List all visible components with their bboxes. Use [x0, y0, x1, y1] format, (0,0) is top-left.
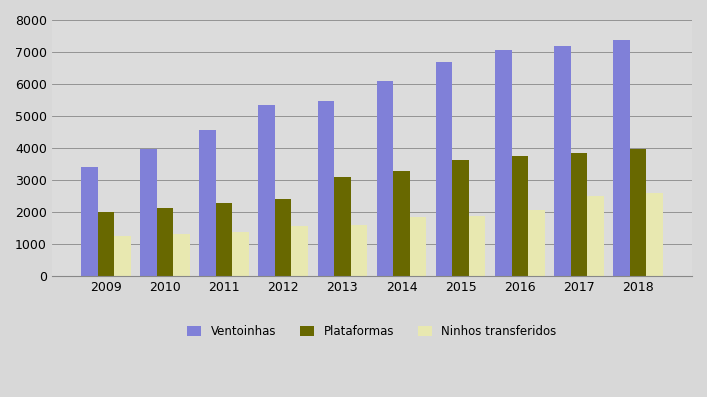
Bar	[275, 198, 291, 276]
Bar	[334, 177, 351, 276]
Legend: Ventoinhas, Plataformas, Ninhos transferidos: Ventoinhas, Plataformas, Ninhos transfer…	[182, 320, 561, 343]
Bar	[317, 101, 334, 276]
Bar	[588, 196, 604, 276]
Bar	[495, 50, 511, 276]
Bar	[393, 172, 410, 276]
Bar	[199, 131, 216, 276]
Bar	[173, 234, 189, 276]
Bar	[452, 160, 469, 276]
Bar	[469, 216, 486, 276]
Bar	[233, 232, 249, 276]
Bar	[613, 40, 630, 276]
Bar	[114, 236, 131, 276]
Bar	[511, 156, 528, 276]
Bar	[351, 225, 367, 276]
Bar	[216, 203, 233, 276]
Bar	[571, 153, 588, 276]
Bar	[81, 167, 98, 276]
Bar	[98, 212, 114, 276]
Bar	[528, 210, 544, 276]
Bar	[258, 105, 275, 276]
Bar	[630, 149, 646, 276]
Bar	[377, 81, 393, 276]
Bar	[436, 62, 452, 276]
Bar	[646, 193, 663, 276]
Bar	[291, 226, 308, 276]
Bar	[410, 217, 426, 276]
Bar	[140, 148, 157, 276]
Bar	[157, 208, 173, 276]
Bar	[554, 46, 571, 276]
